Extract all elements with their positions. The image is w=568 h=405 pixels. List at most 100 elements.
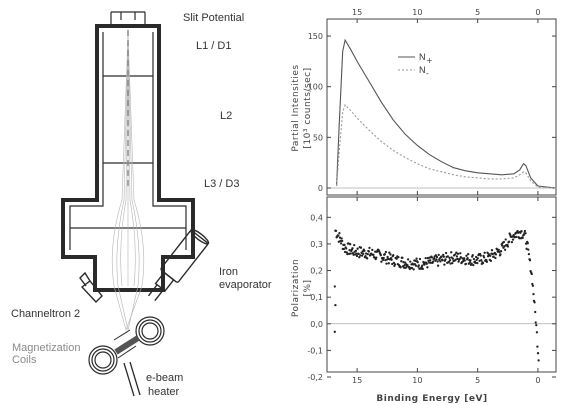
polarization-point xyxy=(536,345,539,348)
legend-sub-n-down: - xyxy=(426,69,429,78)
polarization-point xyxy=(489,259,493,263)
label-slit-potential: Slit Potential xyxy=(183,12,244,24)
polarization-point xyxy=(515,235,518,239)
polarization-point xyxy=(468,261,472,264)
polarization-point xyxy=(424,256,427,260)
polarization-point xyxy=(518,237,521,240)
polarization-xtick-label: 0 xyxy=(535,376,540,385)
polarization-point xyxy=(537,359,540,362)
label-l3-d3: L3 / D3 xyxy=(204,178,239,190)
polarization-points xyxy=(333,229,540,362)
polarization-point xyxy=(455,251,458,254)
legend-label-n-down: N xyxy=(419,65,426,75)
polarization-point xyxy=(391,262,394,266)
polarization-point xyxy=(501,244,504,247)
polarization-ytick-label: 0,4 xyxy=(310,213,323,222)
polarization-point xyxy=(530,272,533,276)
polarization-point xyxy=(498,251,501,254)
e-beam-heater xyxy=(123,361,141,397)
polarization-point xyxy=(474,255,478,259)
polarization-point xyxy=(382,256,385,260)
polarization-ytick-label: 0,2 xyxy=(310,267,323,276)
label-iron: Iron xyxy=(219,266,238,278)
polarization-point xyxy=(527,252,531,256)
polarization-point xyxy=(427,261,431,264)
polarization-point xyxy=(503,248,507,251)
polarization-point xyxy=(384,250,388,254)
polarization-point xyxy=(497,248,500,252)
polarization-point xyxy=(421,267,424,271)
polarization-point xyxy=(342,247,346,251)
polarization-point xyxy=(475,258,478,262)
polarization-point xyxy=(423,263,426,266)
polarization-point xyxy=(359,246,363,249)
polarization-point xyxy=(395,257,398,260)
polarization-point xyxy=(481,261,485,265)
polarization-point xyxy=(479,254,482,257)
polarization-point xyxy=(431,260,435,263)
intensity-top-xtick-label: 0 xyxy=(535,8,540,17)
polarization-point xyxy=(360,254,364,257)
polarization-point xyxy=(348,248,351,252)
polarization-point xyxy=(439,260,442,263)
intensity-legend: N + N - xyxy=(398,52,433,78)
polarization-point xyxy=(474,261,477,265)
polarization-point xyxy=(390,258,393,261)
intensity-ylabel-units: [10³ counts/sec] xyxy=(303,67,313,148)
polarization-point xyxy=(458,257,461,261)
polarization-point xyxy=(388,251,391,254)
polarization-point xyxy=(463,259,466,262)
series-line-n-up xyxy=(336,38,557,189)
polarization-point xyxy=(455,255,459,258)
polarization-point xyxy=(441,259,444,262)
polarization-point xyxy=(374,250,377,253)
polarization-plot: 15 10 5 0 -0,2 -0,1 0,0 0,1 0,2 0,3 0,4 Polarizati… xyxy=(291,196,557,404)
intensity-ytick-label: 50 xyxy=(313,133,323,142)
polarization-point xyxy=(392,254,395,257)
polarization-point xyxy=(367,250,371,253)
polarization-point xyxy=(375,256,378,259)
polarization-point xyxy=(399,266,402,269)
polarization-point xyxy=(412,263,415,266)
polarization-ylabel: Polarization xyxy=(291,259,301,317)
polarization-point xyxy=(442,253,445,257)
polarization-point xyxy=(343,243,346,247)
polarization-point xyxy=(355,254,359,258)
polarization-point xyxy=(476,257,479,260)
polarization-point xyxy=(536,352,540,355)
polarization-point xyxy=(410,266,414,270)
polarization-point xyxy=(345,247,348,250)
polarization-ytick-label: 0,0 xyxy=(310,320,323,329)
label-e-beam: e-beam xyxy=(146,372,183,384)
polarization-point xyxy=(531,284,535,287)
label-evaporator: evaporator xyxy=(219,279,272,291)
polarization-point xyxy=(333,285,336,288)
polarization-point xyxy=(363,249,366,253)
polarization-point xyxy=(418,257,422,261)
polarization-point xyxy=(387,262,390,265)
intensity-plot-frame xyxy=(326,18,557,196)
polarization-point xyxy=(436,264,440,267)
polarization-point xyxy=(397,255,400,259)
polarization-point xyxy=(412,268,415,271)
polarization-point xyxy=(429,261,432,264)
label-heater: heater xyxy=(148,386,180,398)
polarization-point xyxy=(402,266,406,269)
polarization-point xyxy=(368,246,371,250)
polarization-point xyxy=(459,256,462,259)
polarization-point xyxy=(341,239,344,243)
polarization-ytick-label: -0,1 xyxy=(307,346,323,355)
polarization-point xyxy=(516,229,519,233)
polarization-point xyxy=(485,260,489,264)
polarization-point xyxy=(490,249,494,252)
polarization-point xyxy=(386,255,389,259)
series-line-n-down xyxy=(336,103,557,189)
polarization-point xyxy=(534,310,537,314)
polarization-point xyxy=(535,331,539,334)
polarization-point xyxy=(352,253,355,256)
polarization-point xyxy=(351,247,354,250)
polarization-point xyxy=(443,263,446,266)
polarization-point xyxy=(436,260,439,263)
polarization-point xyxy=(489,254,492,257)
polarization-point xyxy=(447,260,451,264)
